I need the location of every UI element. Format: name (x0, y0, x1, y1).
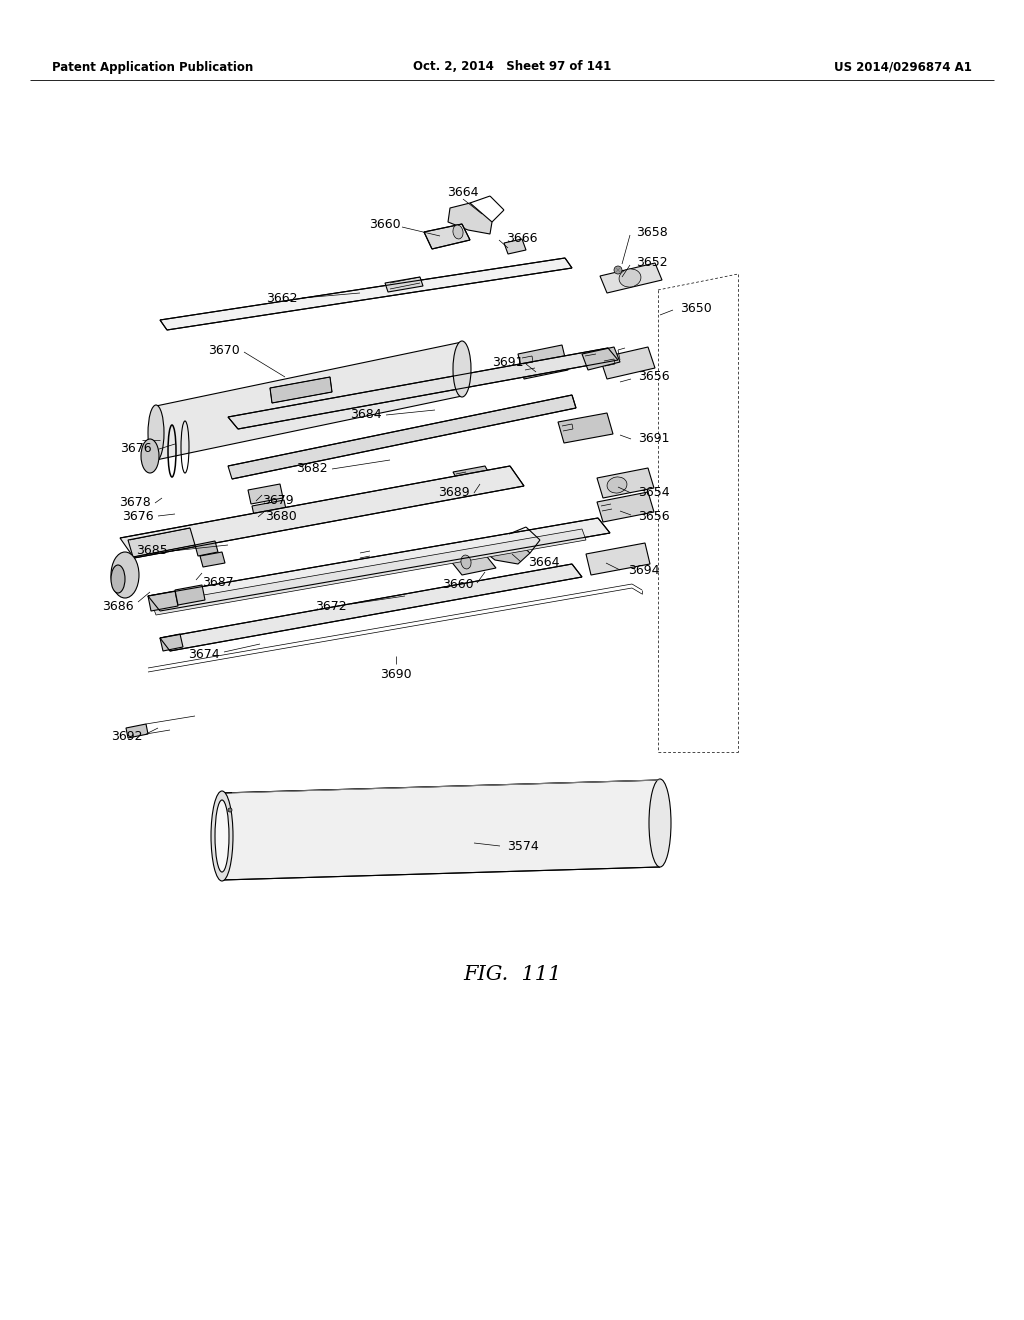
Text: Patent Application Publication: Patent Application Publication (52, 61, 253, 74)
Text: 3674: 3674 (188, 648, 220, 661)
Text: 3574: 3574 (507, 841, 539, 854)
Text: 3686: 3686 (102, 599, 134, 612)
Text: 3679: 3679 (262, 494, 294, 507)
Polygon shape (600, 263, 662, 293)
Ellipse shape (141, 440, 159, 473)
Polygon shape (200, 552, 225, 568)
Polygon shape (597, 492, 654, 521)
Text: 3691: 3691 (638, 432, 670, 445)
Ellipse shape (211, 791, 233, 880)
Polygon shape (228, 395, 575, 479)
Polygon shape (597, 469, 654, 498)
Polygon shape (449, 203, 492, 234)
Polygon shape (148, 591, 178, 611)
Ellipse shape (453, 224, 463, 239)
Polygon shape (600, 347, 655, 379)
Polygon shape (126, 723, 148, 738)
Text: 3670: 3670 (208, 343, 240, 356)
Ellipse shape (453, 341, 471, 397)
Polygon shape (252, 500, 287, 520)
Polygon shape (518, 345, 568, 379)
Ellipse shape (461, 554, 471, 569)
Text: 3672: 3672 (315, 601, 347, 614)
Polygon shape (148, 517, 610, 611)
Polygon shape (248, 484, 283, 504)
Text: Oct. 2, 2014   Sheet 97 of 141: Oct. 2, 2014 Sheet 97 of 141 (413, 61, 611, 74)
Text: 3690: 3690 (380, 668, 412, 681)
Text: 3654: 3654 (638, 486, 670, 499)
Polygon shape (228, 348, 618, 429)
Text: 3656: 3656 (638, 371, 670, 384)
Polygon shape (120, 466, 524, 558)
Text: 3658: 3658 (636, 226, 668, 239)
Ellipse shape (148, 405, 164, 461)
Ellipse shape (649, 779, 671, 867)
Text: 3652: 3652 (636, 256, 668, 268)
Polygon shape (504, 239, 526, 253)
Polygon shape (160, 564, 582, 651)
Polygon shape (160, 634, 183, 651)
Text: 3660: 3660 (442, 578, 474, 590)
Ellipse shape (228, 808, 232, 812)
Polygon shape (160, 257, 572, 330)
Text: 3684: 3684 (350, 408, 382, 421)
Text: US 2014/0296874 A1: US 2014/0296874 A1 (835, 61, 972, 74)
Text: 3650: 3650 (680, 301, 712, 314)
Text: 3694: 3694 (628, 564, 659, 577)
Text: 3692: 3692 (112, 730, 143, 742)
Polygon shape (270, 378, 332, 403)
Polygon shape (385, 277, 423, 292)
Polygon shape (222, 780, 660, 880)
Text: 3664: 3664 (528, 556, 559, 569)
Text: 3687: 3687 (202, 576, 233, 589)
Polygon shape (482, 535, 530, 564)
Polygon shape (424, 224, 470, 249)
Ellipse shape (614, 267, 622, 275)
Polygon shape (156, 342, 462, 459)
Polygon shape (450, 553, 496, 576)
Polygon shape (128, 528, 195, 557)
Text: FIG.  111: FIG. 111 (463, 965, 561, 983)
Polygon shape (586, 543, 650, 576)
Polygon shape (453, 466, 494, 488)
Text: 3685: 3685 (136, 544, 168, 557)
Text: 3664: 3664 (447, 186, 479, 199)
Text: 3676: 3676 (121, 441, 152, 454)
Text: 3691: 3691 (493, 355, 524, 368)
Text: 3680: 3680 (265, 511, 297, 524)
Text: 3678: 3678 (119, 495, 151, 508)
Polygon shape (558, 413, 613, 444)
Ellipse shape (111, 552, 139, 598)
Polygon shape (175, 585, 205, 605)
Text: 3676: 3676 (123, 510, 154, 523)
Polygon shape (582, 347, 620, 370)
Polygon shape (152, 529, 586, 615)
Text: 3656: 3656 (638, 510, 670, 523)
Ellipse shape (111, 565, 125, 593)
Ellipse shape (620, 269, 641, 286)
Text: 3662: 3662 (266, 292, 298, 305)
Text: 3660: 3660 (370, 219, 401, 231)
Text: 3682: 3682 (296, 462, 328, 474)
Ellipse shape (607, 477, 627, 494)
Polygon shape (195, 541, 218, 556)
Ellipse shape (215, 800, 229, 873)
Text: 3666: 3666 (506, 231, 538, 244)
Text: 3689: 3689 (438, 486, 470, 499)
